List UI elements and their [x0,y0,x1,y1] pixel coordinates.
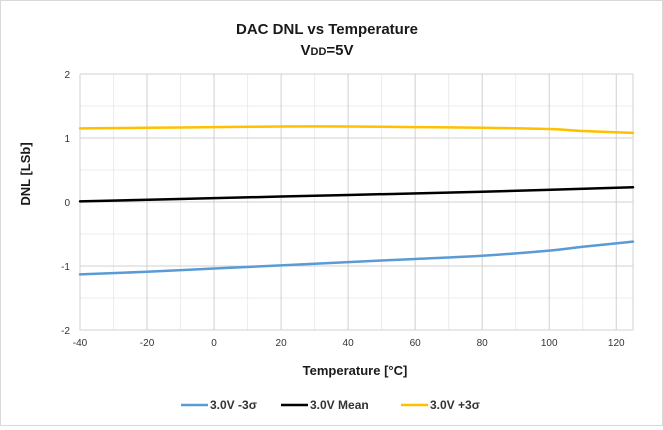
x-tick-label: 40 [343,338,355,349]
x-axis-title: Temperature [°C] [303,363,408,378]
series-lines [78,125,635,276]
legend-label-0: 3.0V -3σ [210,398,257,412]
y-axis-title: DNL [LSb] [18,142,33,205]
x-tick-label: 120 [608,338,625,349]
series-line-1 [78,186,635,203]
x-tick-label: 0 [211,338,217,349]
y-tick-label: 0 [64,198,70,209]
subtitle-rest: =5V [326,42,353,59]
legend: 3.0V -3σ 3.0V Mean 3.0V +3σ [181,398,480,412]
legend-label-1: 3.0V Mean [310,398,369,412]
chart-title: DAC DNL vs Temperature [236,21,418,38]
x-tick-label: -20 [140,338,155,349]
series-line-2 [78,125,635,135]
y-tick-label: 1 [64,134,70,145]
y-tick-label: 2 [64,70,70,81]
chart-subtitle: VDD=5V [300,42,353,59]
x-tick-label: 60 [410,338,422,349]
subtitle-sub: DD [311,46,327,58]
grid-lines [79,73,634,331]
y-tick-label: -2 [61,326,70,337]
tick-labels: -40 -20 0 20 40 60 80 100 120 -2 -1 0 1 2 [61,70,625,349]
x-tick-label: -40 [73,338,88,349]
series-line-0 [78,240,635,276]
x-tick-label: 20 [276,338,288,349]
y-tick-label: -1 [61,262,70,273]
x-tick-label: 100 [541,338,558,349]
subtitle-main: V [300,42,310,59]
legend-label-2: 3.0V +3σ [430,398,480,412]
x-tick-label: 80 [477,338,489,349]
